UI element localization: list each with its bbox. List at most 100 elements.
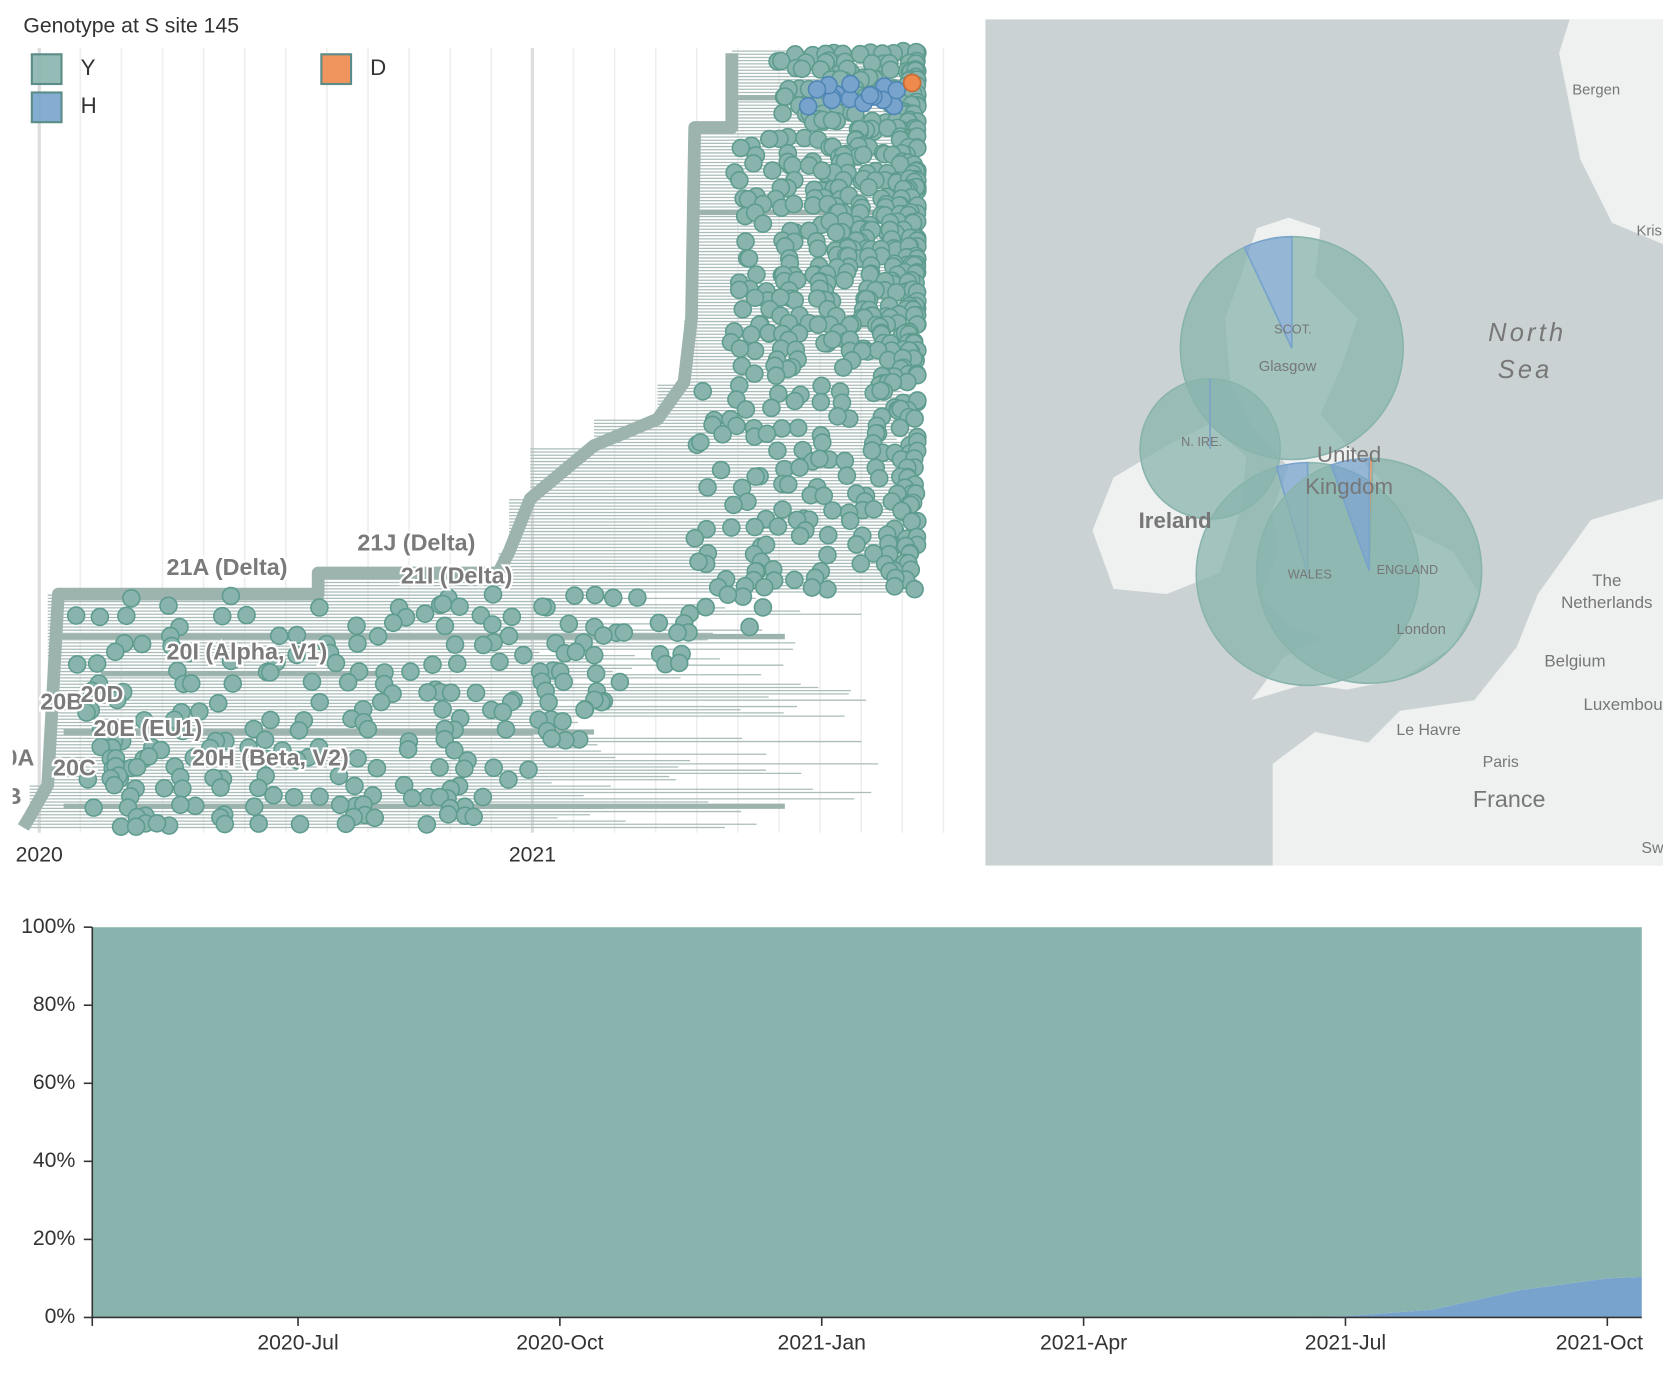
tree-tip [773,500,792,519]
tree-tip [698,478,717,497]
tree-tip [762,398,781,418]
tree-tip [435,616,455,636]
tree-tip [905,409,924,428]
land [1559,19,1663,245]
tree-tip [514,645,533,665]
map-label: Kingdom [1305,474,1393,499]
legend-title: Genotype at S site 145 [23,14,239,37]
clade-label: 21A (Delta) [167,554,288,580]
tree-axis-label: 2021 [509,844,556,867]
tree-tip [173,779,192,798]
tree-tip [757,424,777,444]
tree-tip [221,586,241,606]
tree-tip [329,766,349,786]
map-label: The [1592,571,1621,590]
clade-label: 21J (Delta) [357,529,475,555]
tree-tip [430,758,449,777]
tree-tip [833,358,853,377]
tree-tip [818,525,838,545]
map-label: Glasgow [1259,359,1317,375]
tree-tip [869,469,889,488]
tree-tip [418,683,437,702]
tree-tip [553,712,572,731]
map-label: WALES [1288,566,1332,581]
tree-tip [890,154,910,174]
tree-tip [287,645,306,665]
tree-tip [493,702,513,722]
x-tick-label: 2020-Oct [516,1332,603,1355]
tree-tip [154,778,174,798]
tree-tip [746,467,765,486]
clade-label: 20B [40,689,83,715]
clade-label: 20A [0,745,34,771]
tree-tip [244,719,264,739]
tree-tip [727,416,746,436]
y-tick-label: 0% [45,1305,76,1328]
tree-tip [91,737,110,757]
map-label: North [1488,319,1566,347]
tree-tip [739,249,759,268]
tree-tip [260,663,280,682]
tree-tip [847,535,866,554]
y-tick-label: 40% [33,1149,76,1172]
tree-tip [745,288,765,308]
tree-tip [542,729,561,748]
tree-tip [464,807,483,827]
tree-tip [483,615,502,634]
tree-tip [122,589,141,608]
x-tick-label: 2021-Oct [1556,1332,1643,1355]
tree-backbone [17,53,739,831]
legend-swatch [30,91,63,124]
tree-tip [559,614,579,634]
tree-tip [348,634,367,653]
tree-tip [447,654,467,673]
tree-tip [159,596,178,616]
map-label: London [1396,622,1445,638]
y-tick-label: 100% [21,915,75,938]
tree-tip [82,681,102,701]
map-label: United [1317,442,1381,467]
tree-tip [368,627,388,646]
tree-tip [466,683,486,703]
tree-tip [201,738,220,758]
tree-tip [239,738,258,757]
x-tick-label: 2020-Jul [257,1332,338,1355]
tree-tip [445,741,464,760]
map-label: Sw [1641,840,1663,857]
map-label: Bergen [1572,82,1620,98]
tree-tip [184,748,204,767]
clade-label: 20H (Beta, V2) [192,745,349,771]
tree-tip [730,171,749,190]
tree-tip [326,653,346,673]
tree-tip [586,664,606,683]
tree-tip [221,651,241,671]
tree-tip [237,605,256,625]
tree-tip [766,366,786,385]
tree-tip [401,662,420,681]
tree-tip [171,795,190,815]
tree-tip [249,778,268,798]
clade-label: 20D [81,681,124,707]
tree-tip [881,60,900,80]
tree-tip [763,161,782,180]
tree-tip [433,594,453,614]
tree-tip [594,626,613,645]
tree-tip [729,280,749,300]
tree-tip [718,585,738,604]
tree-tip [132,634,152,654]
tree-tip [402,788,422,808]
map-label: Ireland [1139,508,1212,533]
tree-tip [771,288,790,307]
tree-tip [345,776,364,796]
tree-tip [885,577,904,596]
tree-tip [668,623,687,642]
tree-tip [753,214,773,233]
tree-tip [790,526,810,546]
tree-tip [741,325,761,344]
tree-tip [212,606,232,626]
tree-tip [610,672,630,692]
tree-tip [483,585,503,604]
tree-tip [358,719,378,739]
tree-tip [104,775,124,795]
tree-tip [330,795,350,815]
